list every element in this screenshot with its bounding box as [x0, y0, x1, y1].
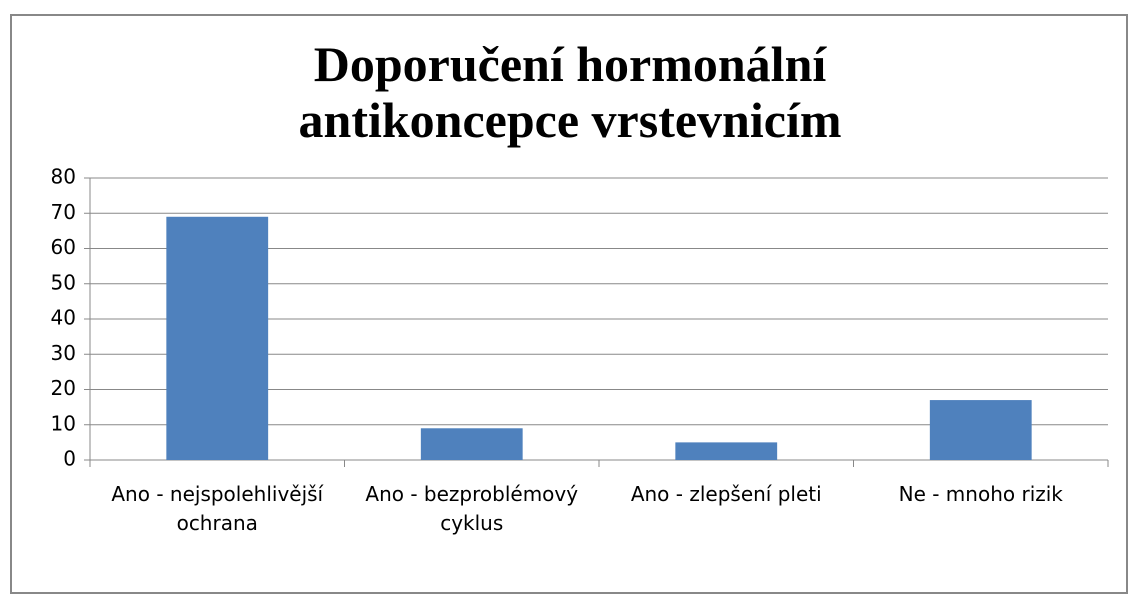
y-tick-label: 0 — [63, 447, 76, 471]
x-tick-label: Ne - mnoho rizik — [898, 482, 1063, 506]
y-tick-label: 80 — [51, 165, 76, 189]
chart-title: Doporučení hormonální antikoncepce vrste… — [298, 36, 842, 148]
x-tick-label: Ano - nejspolehlivější ochrana — [111, 482, 324, 535]
y-tick-label: 40 — [51, 306, 76, 330]
x-tick-label: Ano - bezproblémový cyklus — [365, 482, 579, 535]
y-tick-label: 10 — [51, 411, 76, 435]
y-tick-label: 30 — [51, 341, 76, 365]
x-tick-label: Ano - zlepšení pleti — [630, 482, 822, 506]
y-tick-label: 60 — [51, 235, 76, 259]
y-tick-label: 20 — [51, 376, 76, 400]
y-tick-label: 50 — [51, 270, 76, 294]
bar — [166, 216, 269, 460]
y-tick-label: 70 — [51, 200, 76, 224]
bar — [420, 428, 523, 460]
bar — [675, 442, 778, 460]
bar — [929, 400, 1032, 460]
